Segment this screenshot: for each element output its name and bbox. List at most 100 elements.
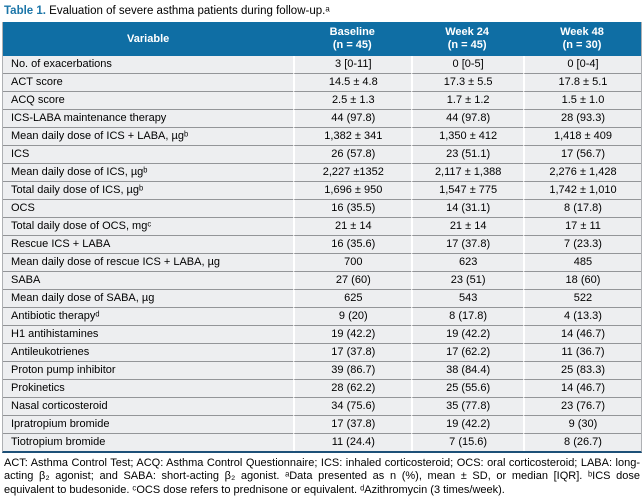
col-header-label: Baseline bbox=[329, 26, 375, 38]
value-cell: 17 (37.8) bbox=[293, 416, 412, 434]
value-cell: 17 (37.8) bbox=[411, 236, 523, 254]
variable-cell: Mean daily dose of ICS, µgᵇ bbox=[3, 164, 294, 182]
table-row: Mean daily dose of ICS, µgᵇ 2,227 ±1352 2,… bbox=[3, 164, 641, 182]
table-caption-number: Table 1. bbox=[4, 5, 46, 17]
value-cell: 17 (56.7) bbox=[522, 146, 641, 164]
value-cell: 11 (36.7) bbox=[522, 344, 641, 362]
col-header-sub: (n = 45) bbox=[447, 39, 487, 51]
value-cell: 0 [0-4] bbox=[522, 56, 641, 74]
table-row: ICS 26 (57.8) 23 (51.1) 17 (56.7) bbox=[3, 146, 641, 164]
variable-cell: Mean daily dose of SABA, µg bbox=[3, 290, 294, 308]
col-header-variable: Variable bbox=[3, 22, 294, 56]
variable-cell: Prokinetics bbox=[3, 380, 294, 398]
value-cell: 8 (26.7) bbox=[522, 434, 641, 451]
value-cell: 11 (24.4) bbox=[293, 434, 412, 451]
value-cell: 27 (60) bbox=[293, 272, 412, 290]
col-header-sub: (n = 30) bbox=[562, 39, 602, 51]
value-cell: 14 (46.7) bbox=[522, 380, 641, 398]
table-row: Mean daily dose of SABA, µg 625 543 522 bbox=[3, 290, 641, 308]
col-header-week24: Week 24 (n = 45) bbox=[411, 22, 523, 56]
value-cell: 18 (60) bbox=[522, 272, 641, 290]
data-table: Variable Baseline (n = 45) Week 24 (n = … bbox=[3, 22, 641, 451]
table-row: Mean daily dose of ICS + LABA, µgᵇ 1,382 … bbox=[3, 128, 641, 146]
variable-cell: No. of exacerbations bbox=[3, 56, 294, 74]
variable-cell: Tiotropium bromide bbox=[3, 434, 294, 451]
value-cell: 623 bbox=[411, 254, 523, 272]
variable-cell: Total daily dose of ICS, µgᵇ bbox=[3, 182, 294, 200]
table-row: ICS-LABA maintenance therapy 44 (97.8) 44 … bbox=[3, 110, 641, 128]
value-cell: 1.7 ± 1.2 bbox=[411, 92, 523, 110]
table-container: Variable Baseline (n = 45) Week 24 (n = … bbox=[2, 22, 642, 453]
value-cell: 39 (86.7) bbox=[293, 362, 412, 380]
value-cell: 25 (83.3) bbox=[522, 362, 641, 380]
value-cell: 19 (42.2) bbox=[411, 326, 523, 344]
value-cell: 7 (15.6) bbox=[411, 434, 523, 451]
variable-cell: Rescue ICS + LABA bbox=[3, 236, 294, 254]
variable-cell: ICS bbox=[3, 146, 294, 164]
value-cell: 14 (31.1) bbox=[411, 200, 523, 218]
value-cell: 17 ± 11 bbox=[522, 218, 641, 236]
value-cell: 16 (35.5) bbox=[293, 200, 412, 218]
value-cell: 38 (84.4) bbox=[411, 362, 523, 380]
value-cell: 23 (51.1) bbox=[411, 146, 523, 164]
col-header-label: Variable bbox=[127, 32, 170, 45]
value-cell: 0 [0-5] bbox=[411, 56, 523, 74]
value-cell: 700 bbox=[293, 254, 412, 272]
value-cell: 2,276 ± 1,428 bbox=[522, 164, 641, 182]
table-row: Antibiotic therapyᵈ 9 (20) 8 (17.8) 4 (13.3… bbox=[3, 308, 641, 326]
value-cell: 19 (42.2) bbox=[411, 416, 523, 434]
table-row: ACQ score 2.5 ± 1.3 1.7 ± 1.2 1.5 ± 1.0 bbox=[3, 92, 641, 110]
table-row: Rescue ICS + LABA 16 (35.6) 17 (37.8) 7 (23… bbox=[3, 236, 641, 254]
table-row: ACT score 14.5 ± 4.8 17.3 ± 5.5 17.8 ± 5.1 bbox=[3, 74, 641, 92]
table-row: SABA 27 (60) 23 (51) 18 (60) bbox=[3, 272, 641, 290]
table-row: Prokinetics 28 (62.2) 25 (55.6) 14 (46.7) bbox=[3, 380, 641, 398]
variable-cell: Ipratropium bromide bbox=[3, 416, 294, 434]
variable-cell: Total daily dose of OCS, mgᶜ bbox=[3, 218, 294, 236]
variable-cell: Mean daily dose of ICS + LABA, µgᵇ bbox=[3, 128, 294, 146]
table-footnote: ACT: Asthma Control Test; ACQ: Asthma Co… bbox=[4, 457, 640, 496]
value-cell: 17.8 ± 5.1 bbox=[522, 74, 641, 92]
table-row: Antileukotrienes 17 (37.8) 17 (62.2) 11 (36… bbox=[3, 344, 641, 362]
value-cell: 1,696 ± 950 bbox=[293, 182, 412, 200]
value-cell: 35 (77.8) bbox=[411, 398, 523, 416]
value-cell: 17.3 ± 5.5 bbox=[411, 74, 523, 92]
value-cell: 625 bbox=[293, 290, 412, 308]
table-row: Tiotropium bromide 11 (24.4) 7 (15.6) 8 (26… bbox=[3, 434, 641, 451]
variable-cell: ACT score bbox=[3, 74, 294, 92]
value-cell: 23 (51) bbox=[411, 272, 523, 290]
value-cell: 2.5 ± 1.3 bbox=[293, 92, 412, 110]
value-cell: 34 (75.6) bbox=[293, 398, 412, 416]
table-row: Ipratropium bromide 17 (37.8) 19 (42.2) 9 (… bbox=[3, 416, 641, 434]
value-cell: 16 (35.6) bbox=[293, 236, 412, 254]
variable-cell: SABA bbox=[3, 272, 294, 290]
col-header-baseline: Baseline (n = 45) bbox=[293, 22, 412, 56]
table-caption-text: Evaluation of severe asthma patients dur… bbox=[45, 5, 330, 17]
col-header-week48: Week 48 (n = 30) bbox=[522, 22, 641, 56]
variable-cell: H1 antihistamines bbox=[3, 326, 294, 344]
value-cell: 28 (62.2) bbox=[293, 380, 412, 398]
value-cell: 8 (17.8) bbox=[411, 308, 523, 326]
variable-cell: OCS bbox=[3, 200, 294, 218]
table-header: Variable Baseline (n = 45) Week 24 (n = … bbox=[3, 22, 641, 56]
col-header-label: Week 24 bbox=[445, 26, 490, 38]
value-cell: 19 (42.2) bbox=[293, 326, 412, 344]
value-cell: 485 bbox=[522, 254, 641, 272]
table-row: No. of exacerbations 3 [0-11] 0 [0-5] 0 [0-… bbox=[3, 56, 641, 74]
table-body: No. of exacerbations 3 [0-11] 0 [0-5] 0 [0-… bbox=[3, 56, 641, 451]
value-cell: 17 (62.2) bbox=[411, 344, 523, 362]
value-cell: 522 bbox=[522, 290, 641, 308]
table-caption: Table 1. Evaluation of severe asthma pat… bbox=[4, 4, 640, 18]
value-cell: 1,742 ± 1,010 bbox=[522, 182, 641, 200]
value-cell: 7 (23.3) bbox=[522, 236, 641, 254]
table-row: Total daily dose of OCS, mgᶜ 21 ± 14 21 ± … bbox=[3, 218, 641, 236]
value-cell: 23 (76.7) bbox=[522, 398, 641, 416]
value-cell: 14 (46.7) bbox=[522, 326, 641, 344]
table-row: OCS 16 (35.5) 14 (31.1) 8 (17.8) bbox=[3, 200, 641, 218]
value-cell: 9 (20) bbox=[293, 308, 412, 326]
value-cell: 3 [0-11] bbox=[293, 56, 412, 74]
value-cell: 1.5 ± 1.0 bbox=[522, 92, 641, 110]
variable-cell: Antibiotic therapyᵈ bbox=[3, 308, 294, 326]
table-row: H1 antihistamines 19 (42.2) 19 (42.2) 14 (4… bbox=[3, 326, 641, 344]
table-row: Proton pump inhibitor 39 (86.7) 38 (84.4) 2… bbox=[3, 362, 641, 380]
